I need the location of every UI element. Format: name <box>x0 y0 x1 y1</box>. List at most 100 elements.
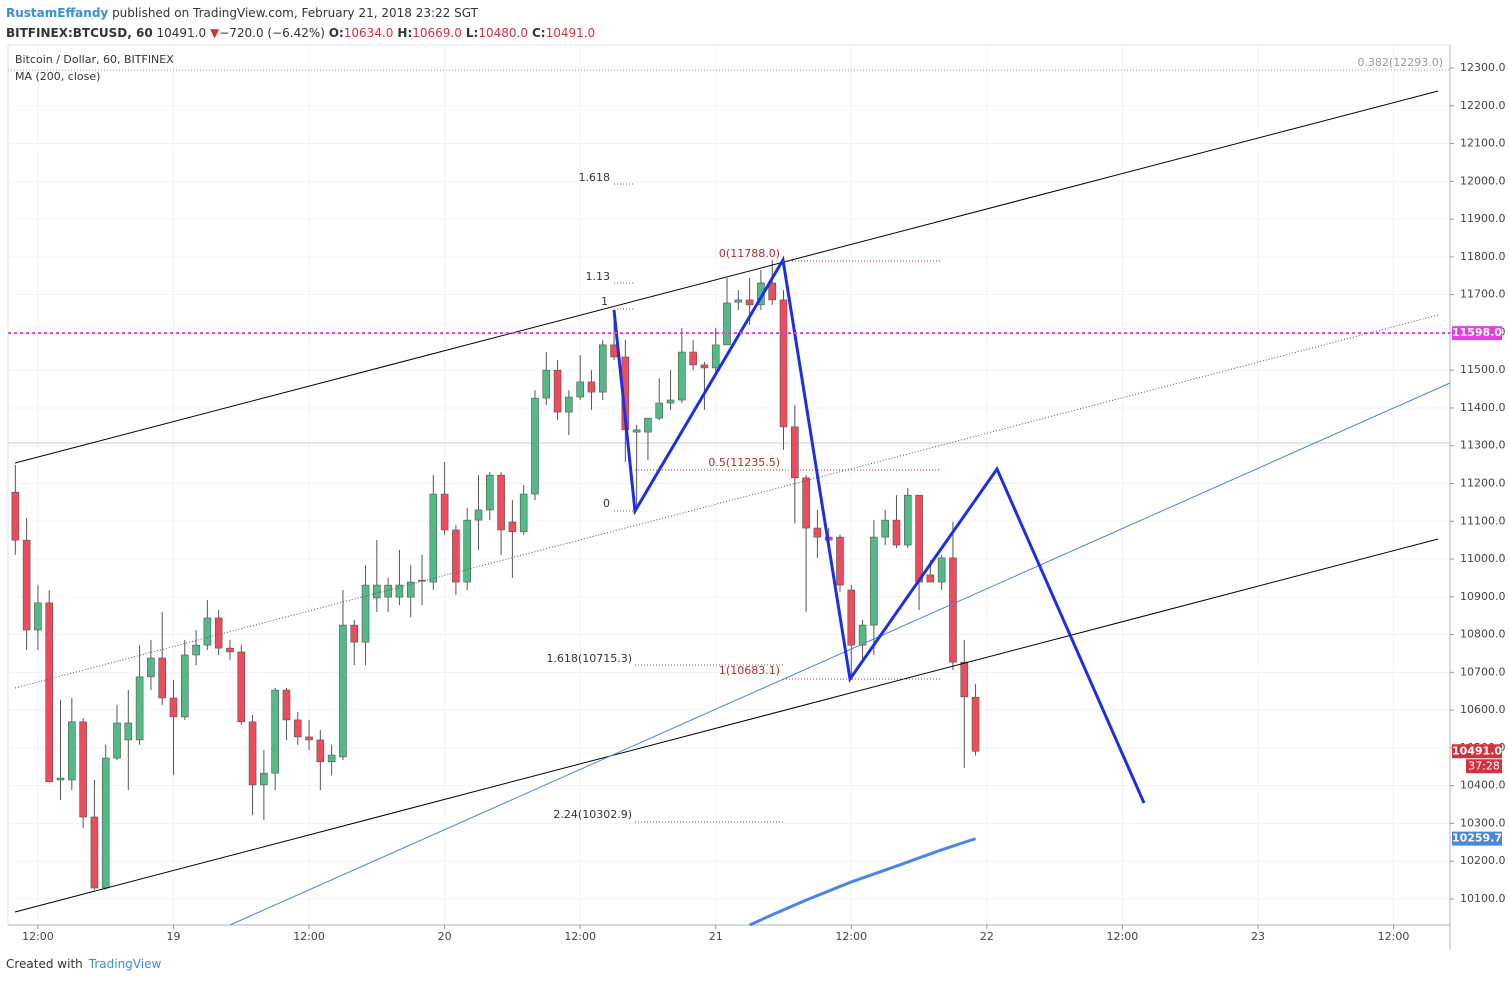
author[interactable]: RustamEffandy <box>6 6 109 20</box>
candle-body <box>711 344 720 369</box>
candle-body <box>124 722 133 741</box>
channel-mid <box>14 314 1439 689</box>
candle-body <box>34 602 42 631</box>
candle-body <box>723 302 731 346</box>
candle-body <box>463 519 472 583</box>
candles <box>11 259 980 890</box>
candle-body <box>350 624 359 643</box>
candle-body <box>316 739 325 763</box>
y-tick-label: 11100.0 <box>1460 514 1506 527</box>
candle-body <box>271 689 279 774</box>
candle-body <box>542 369 551 399</box>
candle-body <box>305 736 313 741</box>
y-tick-label: 10200.0 <box>1460 854 1506 867</box>
last: 10491.0 <box>156 26 207 40</box>
pattern <box>612 255 1146 804</box>
candle-body <box>678 351 686 401</box>
x-tick-label: 12:00 <box>293 930 325 943</box>
brand[interactable]: TradingView <box>88 957 162 971</box>
price-badge-label: 10259.7 <box>1452 832 1502 845</box>
candle-body <box>180 654 189 718</box>
candle-body <box>406 581 415 598</box>
candle-body <box>937 557 946 583</box>
y-tick-label: 11500.0 <box>1460 363 1506 376</box>
candle-body <box>632 429 641 433</box>
candle-body <box>926 574 935 583</box>
candle-body <box>497 474 505 531</box>
header: RustamEffandy published on TradingView.c… <box>6 3 599 43</box>
candle-body <box>11 491 20 541</box>
candle-body <box>147 657 155 678</box>
candle-body <box>813 527 822 538</box>
y-tick-label: 11300.0 <box>1460 439 1506 452</box>
candle-body <box>214 617 223 649</box>
ohlc-value: 10480.0 <box>478 26 528 40</box>
candle-body <box>395 584 404 598</box>
candle-body <box>519 493 528 533</box>
drawings <box>14 90 1451 926</box>
y-tick-label: 10800.0 <box>1460 628 1506 641</box>
candle-body <box>791 426 799 479</box>
y-tick-label: 10100.0 <box>1460 892 1506 905</box>
annotation: 0.5(11235.5) <box>708 456 780 469</box>
candle-body <box>373 584 381 599</box>
publish-line: RustamEffandy published on TradingView.c… <box>6 3 599 23</box>
candle-body <box>226 647 234 653</box>
candle-body <box>474 509 483 521</box>
candle-body <box>429 493 438 583</box>
y-tick-label: 11800.0 <box>1460 250 1506 263</box>
down-arrow: ▼ <box>209 26 220 40</box>
ohlc: O:10634.0 H:10669.0 L:10480.0 C:10491.0 <box>329 26 599 40</box>
y-tick-label: 10400.0 <box>1460 779 1506 792</box>
candle-body <box>135 676 144 741</box>
candle-body <box>949 557 957 663</box>
candle-body <box>113 722 121 759</box>
x-tick-label: 19 <box>166 930 180 943</box>
candle-body <box>768 282 777 301</box>
plot-area <box>7 44 1451 926</box>
published: published on TradingView.com, February 2… <box>112 6 478 20</box>
candle-body <box>689 351 697 366</box>
candle-body <box>576 381 584 398</box>
annotation: 0(11788.0) <box>719 247 780 260</box>
candle-body <box>734 299 743 303</box>
annotation: 1.618(10715.3) <box>546 652 632 665</box>
candle-body <box>282 689 291 721</box>
candle-body <box>169 697 178 718</box>
price-badge-label: 11598.0 <box>1452 326 1502 339</box>
price-badge <box>1452 326 1502 341</box>
ohlc-label: H: <box>397 26 413 40</box>
channel-bottom <box>14 538 1439 913</box>
x-tick-label: 20 <box>438 930 452 943</box>
candle-body <box>485 474 494 511</box>
candle-body <box>22 539 31 631</box>
legend-entry: MA (200, close) <box>15 70 100 83</box>
channel-top <box>14 90 1439 464</box>
y-tick-label: 10900.0 <box>1460 590 1506 603</box>
candle-body <box>655 402 664 419</box>
chart-title: Bitcoin / Dollar, 60, BITFINEX <box>15 53 174 66</box>
x-tick-label: 22 <box>980 930 994 943</box>
y-tick-label: 10300.0 <box>1460 816 1506 829</box>
y-tick-label: 12100.0 <box>1460 137 1506 150</box>
y-tick-label: 11200.0 <box>1460 476 1506 489</box>
candle-body <box>644 417 652 433</box>
candle-body <box>293 719 302 738</box>
candle-body <box>745 299 754 306</box>
candle-body <box>565 396 573 413</box>
candle-body <box>598 344 607 393</box>
symbol-line: BITFINEX:BTCUSD, 60 10491.0 ▼−720.0 (−6.… <box>6 23 599 43</box>
candle-body <box>960 661 969 698</box>
y-tick-label: 10600.0 <box>1460 703 1506 716</box>
candle-body <box>971 696 980 752</box>
candle-body <box>531 397 539 495</box>
ohlc-value: 10634.0 <box>343 26 394 40</box>
candle-body <box>903 494 912 546</box>
candle-body <box>892 519 901 546</box>
countdown: 37:28 <box>1468 759 1500 772</box>
candle-body <box>779 299 788 428</box>
annotation: 0.382(12293.0) <box>1357 56 1443 69</box>
footer: Created with TradingView <box>6 955 161 973</box>
candle-body <box>248 721 257 786</box>
